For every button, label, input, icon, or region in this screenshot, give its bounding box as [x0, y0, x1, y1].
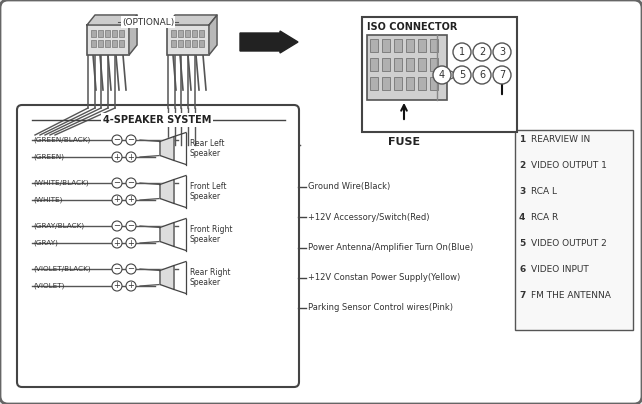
Text: 4: 4	[519, 213, 525, 223]
Bar	[370, 39, 378, 52]
Circle shape	[453, 43, 471, 61]
Bar	[382, 58, 390, 71]
Text: (GRAY): (GRAY)	[33, 240, 58, 246]
Polygon shape	[129, 15, 137, 55]
Circle shape	[126, 178, 136, 188]
Text: 7: 7	[519, 292, 525, 301]
Bar	[112, 40, 117, 47]
Text: 1: 1	[519, 135, 525, 145]
Text: 5: 5	[519, 240, 525, 248]
FancyBboxPatch shape	[17, 105, 299, 387]
Text: 7: 7	[499, 70, 505, 80]
Circle shape	[112, 135, 122, 145]
Circle shape	[126, 135, 136, 145]
Text: Power Antenna/Amplifier Turn On(Blue): Power Antenna/Amplifier Turn On(Blue)	[308, 244, 473, 252]
Bar	[430, 77, 438, 90]
Polygon shape	[87, 15, 137, 25]
Circle shape	[126, 152, 136, 162]
Bar	[91, 30, 96, 37]
Polygon shape	[160, 179, 174, 204]
Bar	[418, 39, 426, 52]
Bar	[199, 40, 204, 47]
Text: −: −	[128, 221, 135, 231]
FancyBboxPatch shape	[167, 25, 209, 55]
Text: Parking Sensor Control wires(Pink): Parking Sensor Control wires(Pink)	[308, 303, 453, 313]
Text: Rear Right
Speaker: Rear Right Speaker	[190, 268, 230, 287]
Polygon shape	[209, 15, 217, 55]
Circle shape	[112, 264, 122, 274]
Circle shape	[473, 66, 491, 84]
Text: 4-SPEAKER SYSTEM: 4-SPEAKER SYSTEM	[103, 115, 211, 125]
Text: 6: 6	[519, 265, 525, 274]
Bar	[192, 30, 197, 37]
Bar	[418, 58, 426, 71]
Bar	[178, 30, 183, 37]
Bar	[382, 77, 390, 90]
Bar	[105, 40, 110, 47]
Bar	[362, 17, 517, 132]
Circle shape	[112, 152, 122, 162]
Text: FUSE: FUSE	[388, 137, 420, 147]
Text: VIDEO INPUT: VIDEO INPUT	[531, 265, 589, 274]
Circle shape	[112, 195, 122, 205]
Text: (WHITE/BLACK): (WHITE/BLACK)	[33, 180, 89, 186]
Text: Ground Wire(Black): Ground Wire(Black)	[308, 183, 390, 191]
Bar	[98, 40, 103, 47]
Bar	[406, 77, 414, 90]
Circle shape	[112, 238, 122, 248]
Text: (WHITE): (WHITE)	[33, 197, 62, 203]
Text: (VIOLET): (VIOLET)	[33, 283, 64, 289]
Bar	[370, 77, 378, 90]
Circle shape	[473, 43, 491, 61]
Bar	[430, 39, 438, 52]
Text: 6: 6	[479, 70, 485, 80]
Text: −: −	[128, 265, 135, 274]
Circle shape	[126, 195, 136, 205]
Text: 3: 3	[499, 47, 505, 57]
Bar	[119, 30, 124, 37]
Text: +: +	[128, 282, 134, 290]
Text: 3: 3	[519, 187, 525, 196]
Bar	[394, 58, 402, 71]
Text: VIDEO OUTPUT 1: VIDEO OUTPUT 1	[531, 162, 607, 170]
Text: −: −	[128, 179, 135, 187]
Text: (GRAY/BLACK): (GRAY/BLACK)	[33, 223, 84, 229]
Polygon shape	[160, 137, 174, 160]
Bar	[178, 40, 183, 47]
Bar	[515, 130, 633, 330]
Bar	[199, 30, 204, 37]
Text: VIDEO OUTPUT 2: VIDEO OUTPUT 2	[531, 240, 607, 248]
Circle shape	[112, 221, 122, 231]
Text: +12V Accessory/Switch(Red): +12V Accessory/Switch(Red)	[308, 213, 429, 221]
Text: 2: 2	[479, 47, 485, 57]
Bar	[406, 58, 414, 71]
Text: +: +	[114, 282, 121, 290]
Text: −: −	[114, 179, 121, 187]
Circle shape	[126, 264, 136, 274]
Text: RCA R: RCA R	[531, 213, 559, 223]
Circle shape	[126, 281, 136, 291]
Text: +12V Constan Power Supply(Yellow): +12V Constan Power Supply(Yellow)	[308, 274, 460, 282]
Polygon shape	[160, 265, 174, 290]
Text: (VIOLET/BLACK): (VIOLET/BLACK)	[33, 266, 91, 272]
Bar	[370, 58, 378, 71]
Bar	[382, 39, 390, 52]
Text: 2: 2	[519, 162, 525, 170]
Bar	[394, 77, 402, 90]
Bar	[430, 58, 438, 71]
Circle shape	[446, 71, 454, 79]
Bar	[406, 39, 414, 52]
Text: Front Right
Speaker: Front Right Speaker	[190, 225, 232, 244]
Text: +: +	[114, 238, 121, 248]
Bar	[185, 40, 190, 47]
Bar	[171, 30, 176, 37]
Circle shape	[493, 43, 511, 61]
Text: +: +	[114, 152, 121, 162]
Bar	[418, 77, 426, 90]
FancyArrow shape	[240, 31, 298, 53]
Circle shape	[112, 281, 122, 291]
Text: 1: 1	[459, 47, 465, 57]
Text: (GREEN): (GREEN)	[33, 154, 64, 160]
Bar	[394, 39, 402, 52]
